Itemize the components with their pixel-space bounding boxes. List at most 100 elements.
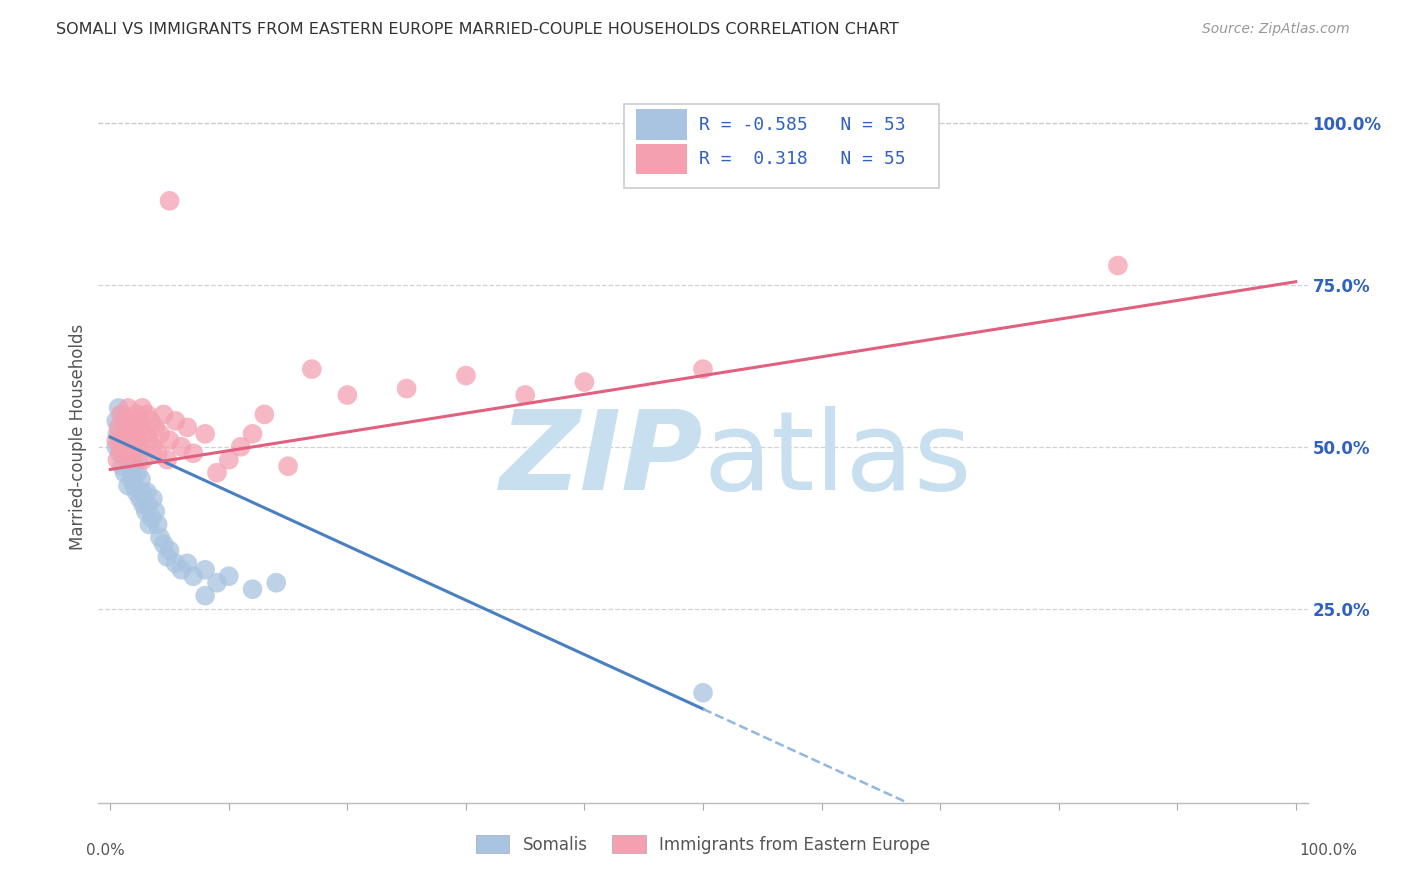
Text: 0.0%: 0.0%	[86, 843, 125, 858]
Point	[115, 420, 138, 434]
Point	[146, 446, 169, 460]
Point	[194, 563, 217, 577]
Point	[121, 466, 143, 480]
Point	[156, 452, 179, 467]
Point	[125, 485, 148, 500]
Point	[176, 420, 198, 434]
Point	[395, 382, 418, 396]
Point	[242, 582, 264, 597]
Point	[1107, 259, 1129, 273]
Point	[138, 517, 160, 532]
Point	[131, 485, 153, 500]
Point	[152, 537, 174, 551]
Text: Source: ZipAtlas.com: Source: ZipAtlas.com	[1202, 22, 1350, 37]
Point	[108, 446, 131, 460]
Point	[105, 434, 128, 448]
Point	[574, 375, 596, 389]
Point	[136, 498, 159, 512]
Point	[105, 452, 128, 467]
Point	[159, 543, 181, 558]
Point	[156, 549, 179, 564]
Point	[136, 434, 159, 448]
Point	[454, 368, 477, 383]
Point	[114, 414, 136, 428]
Point	[136, 408, 159, 422]
Point	[117, 478, 139, 492]
Point	[117, 446, 139, 460]
Point	[229, 440, 252, 454]
Point	[692, 686, 714, 700]
Point	[132, 498, 155, 512]
Point	[142, 440, 165, 454]
Point	[194, 589, 217, 603]
Point	[114, 440, 136, 454]
Point	[692, 362, 714, 376]
Point	[114, 452, 136, 467]
Point	[135, 504, 157, 518]
Text: 100.0%: 100.0%	[1299, 843, 1358, 858]
Point	[120, 440, 142, 454]
Point	[143, 504, 166, 518]
Y-axis label: Married-couple Households: Married-couple Households	[69, 324, 87, 550]
Point	[122, 478, 145, 492]
Point	[135, 426, 157, 441]
Point	[129, 440, 152, 454]
Point	[117, 401, 139, 415]
Point	[139, 414, 162, 428]
Point	[120, 434, 142, 448]
Text: SOMALI VS IMMIGRANTS FROM EASTERN EUROPE MARRIED-COUPLE HOUSEHOLDS CORRELATION C: SOMALI VS IMMIGRANTS FROM EASTERN EUROPE…	[56, 22, 898, 37]
FancyBboxPatch shape	[637, 144, 688, 175]
Point	[131, 401, 153, 415]
Point	[253, 408, 276, 422]
Point	[264, 575, 287, 590]
Point	[159, 434, 181, 448]
Point	[181, 446, 204, 460]
Point	[205, 575, 228, 590]
Point	[152, 408, 174, 422]
Legend: Somalis, Immigrants from Eastern Europe: Somalis, Immigrants from Eastern Europe	[470, 829, 936, 860]
Point	[121, 440, 143, 454]
Point	[141, 511, 163, 525]
Point	[111, 408, 134, 422]
Point	[128, 414, 150, 428]
Point	[205, 466, 228, 480]
Point	[110, 420, 132, 434]
Point	[122, 446, 145, 460]
Text: atlas: atlas	[703, 406, 972, 513]
Point	[129, 491, 152, 506]
Point	[146, 517, 169, 532]
FancyBboxPatch shape	[637, 110, 688, 140]
Point	[122, 459, 145, 474]
Point	[165, 557, 187, 571]
Point	[165, 414, 187, 428]
Point	[110, 408, 132, 422]
Point	[127, 466, 149, 480]
Point	[170, 563, 193, 577]
Point	[129, 472, 152, 486]
Point	[114, 440, 136, 454]
Point	[127, 434, 149, 448]
Point	[124, 426, 146, 441]
Point	[181, 569, 204, 583]
Point	[114, 466, 136, 480]
Point	[108, 440, 131, 454]
Point	[111, 434, 134, 448]
Point	[111, 426, 134, 441]
Point	[336, 388, 359, 402]
Point	[121, 452, 143, 467]
Point	[515, 388, 537, 402]
Point	[143, 420, 166, 434]
FancyBboxPatch shape	[624, 104, 939, 188]
Point	[277, 459, 299, 474]
Point	[107, 420, 129, 434]
Point	[136, 485, 159, 500]
Point	[111, 459, 134, 474]
Point	[142, 491, 165, 506]
Point	[105, 414, 128, 428]
Point	[124, 440, 146, 454]
Point	[128, 452, 150, 467]
Point	[121, 414, 143, 428]
Point	[242, 426, 264, 441]
Point	[107, 401, 129, 415]
Point	[105, 440, 128, 454]
